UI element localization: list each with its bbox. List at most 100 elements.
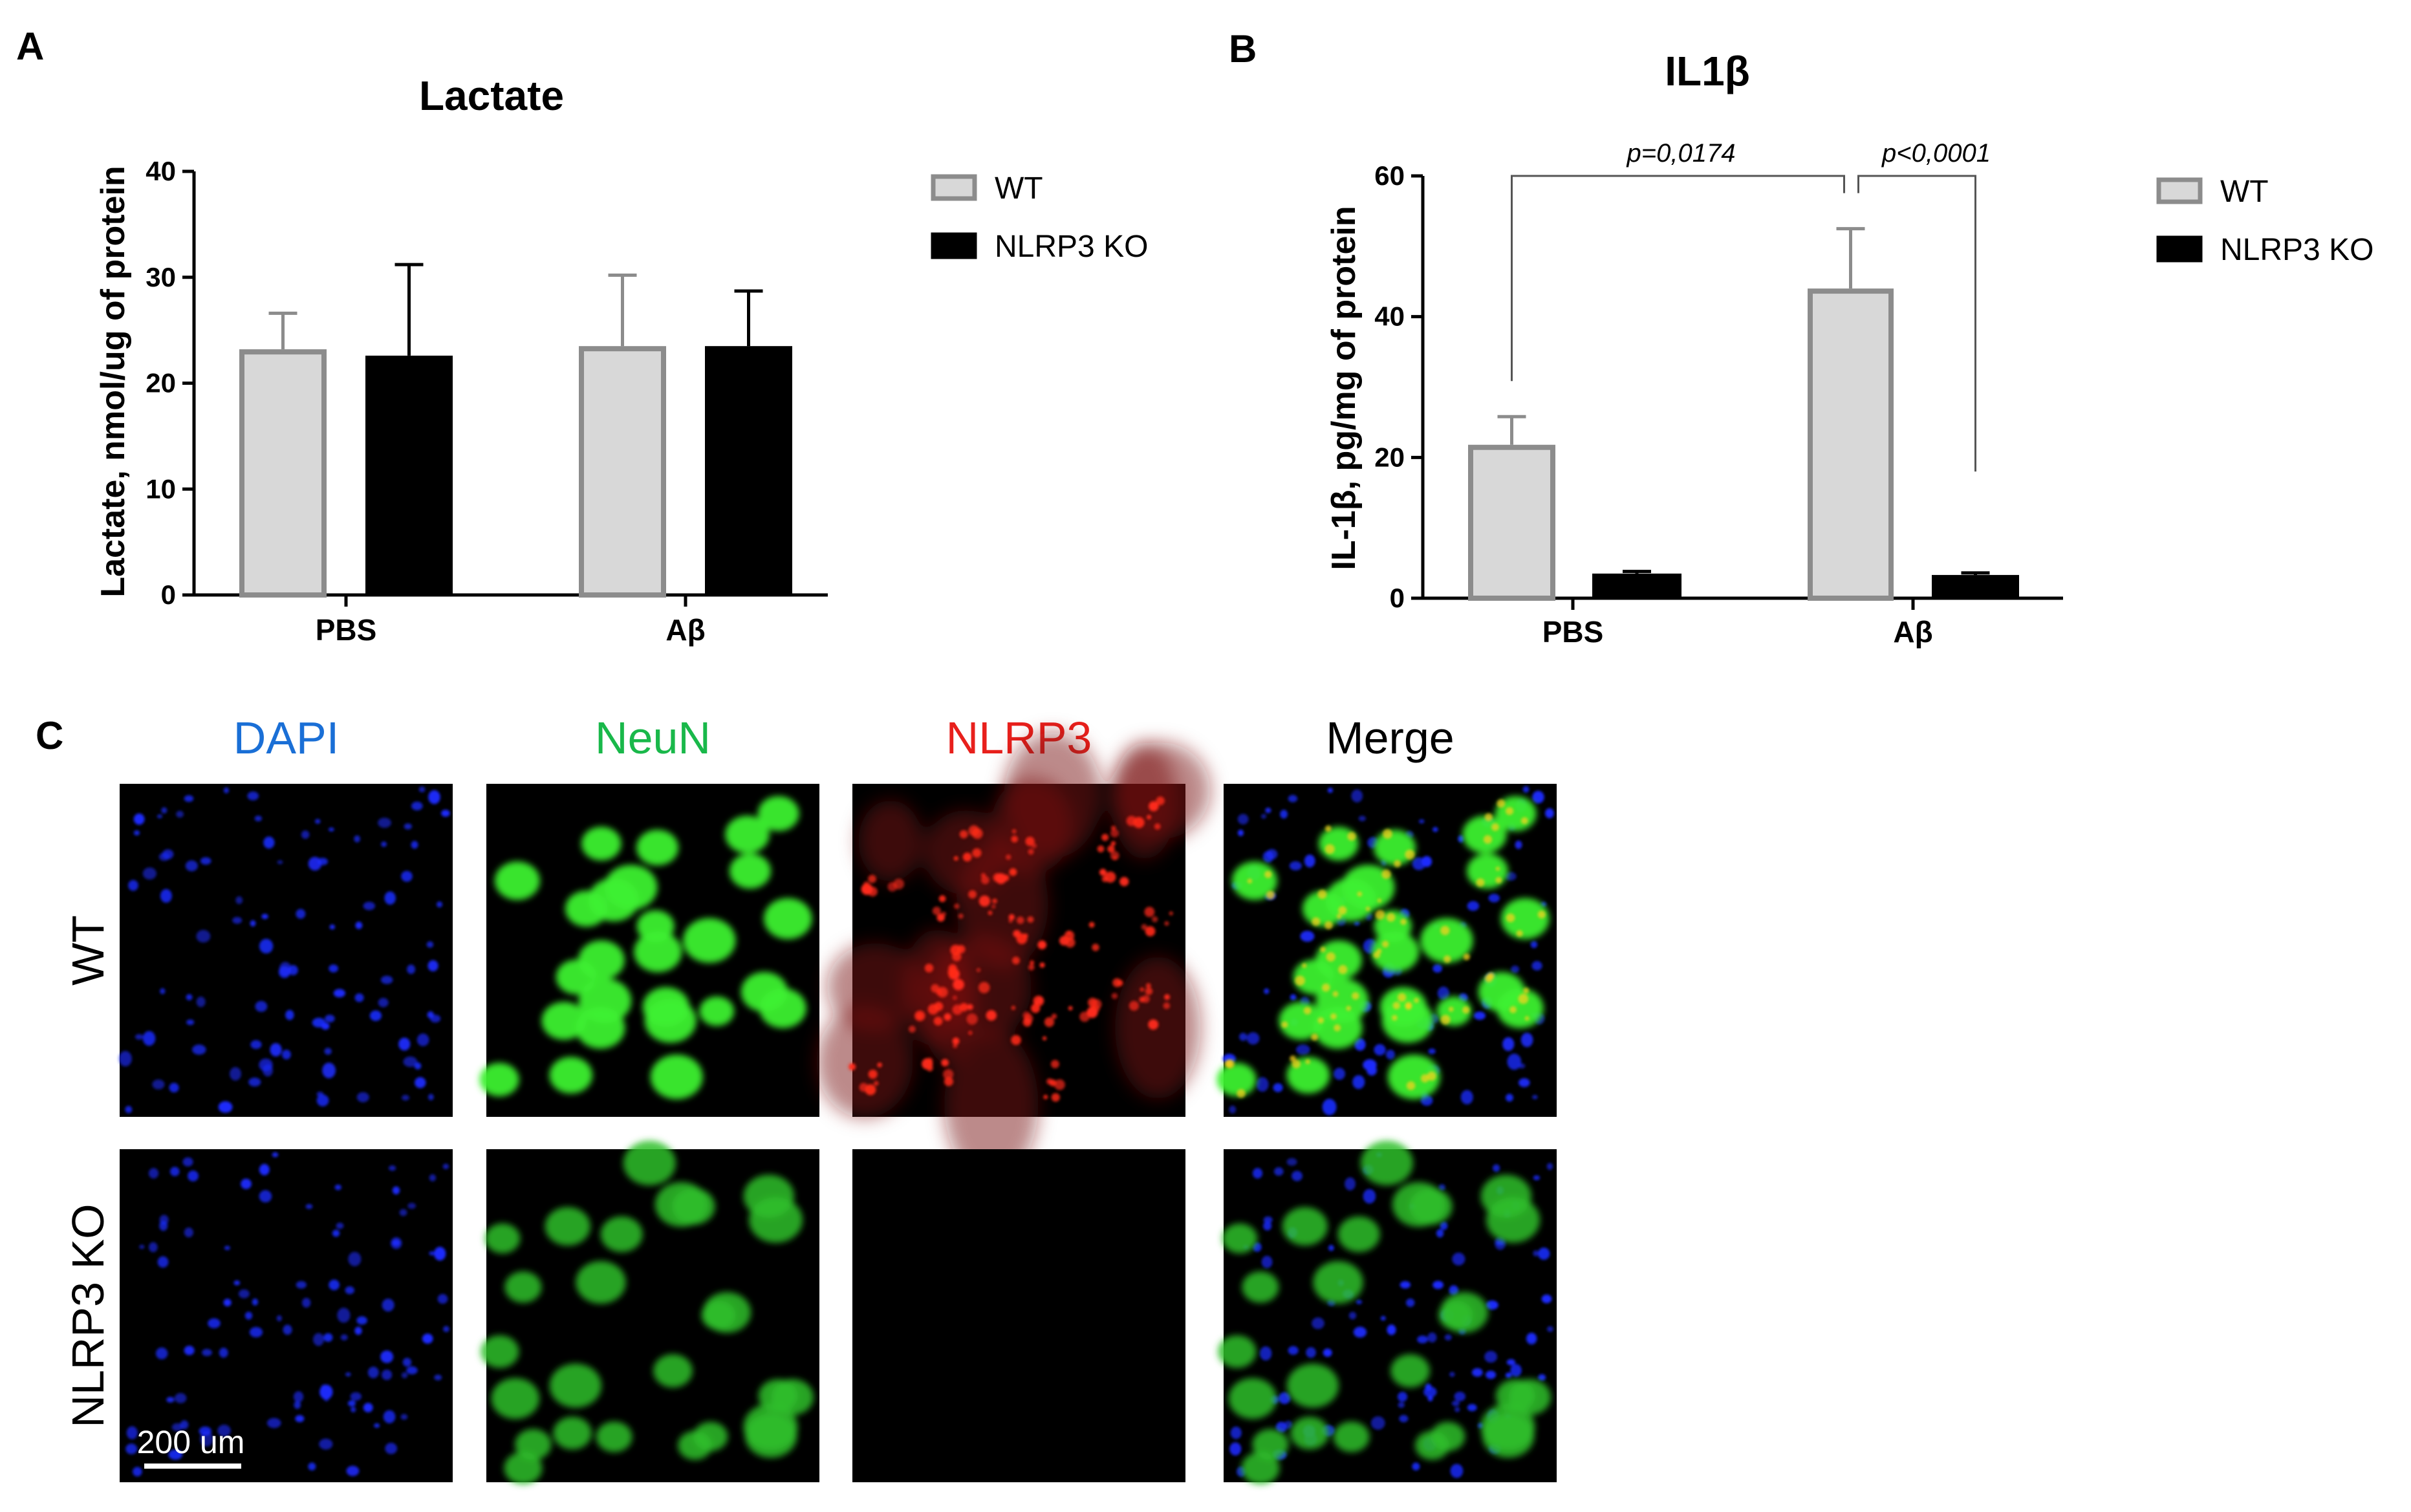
nucleus: [1262, 850, 1274, 863]
merge-yellow-punctum: [1495, 877, 1502, 884]
nucleus: [345, 1286, 355, 1295]
nucleus: [1412, 1462, 1420, 1471]
neuron: [1279, 1002, 1324, 1040]
nlrp3-punctum: [1037, 940, 1047, 949]
nucleus: [200, 857, 211, 865]
nucleus: [1334, 1068, 1345, 1080]
nucleus: [1537, 1247, 1550, 1260]
nucleus: [322, 1063, 336, 1079]
neuron-layer: [481, 1140, 814, 1485]
nucleus: [1374, 1044, 1386, 1056]
nucleus: [1436, 1229, 1444, 1238]
nucleus: [392, 1186, 400, 1194]
nucleus: [382, 1299, 395, 1312]
nucleus: [155, 1347, 168, 1359]
nucleus: [1427, 1332, 1437, 1343]
nlrp3-diffuse: [816, 1006, 913, 1118]
merge-yellow-punctum: [1237, 1088, 1246, 1098]
merge-yellow-punctum: [1497, 799, 1506, 808]
nucleus: [235, 896, 243, 905]
nlrp3-punctum: [1016, 916, 1024, 924]
nucleus: [168, 1449, 183, 1460]
nucleus: [1385, 1050, 1395, 1060]
neuron: [515, 1429, 552, 1460]
nucleus: [149, 1242, 158, 1253]
nucleus: [314, 819, 321, 824]
nlrp3-diffuse: [1111, 742, 1178, 859]
neuron: [771, 1379, 814, 1416]
nucleus: [169, 1083, 179, 1093]
nlrp3-punctum: [953, 978, 964, 991]
nucleus: [382, 1369, 393, 1380]
nlrp3-punctum: [1164, 921, 1169, 926]
nucleus: [126, 1426, 138, 1440]
significance-bracket: [1511, 175, 1845, 382]
neuron: [576, 1261, 626, 1304]
nlrp3-punctum: [1101, 876, 1108, 883]
nucleus: [1280, 810, 1288, 819]
merge-yellow-punctum: [1406, 1081, 1416, 1090]
merge-yellow-punctum: [1394, 859, 1401, 867]
nucleus: [1432, 826, 1438, 832]
merge-yellow-punctum: [1365, 906, 1370, 911]
nucleus: [321, 1384, 328, 1390]
nucleus: [312, 1017, 326, 1028]
nucleus: [1421, 856, 1433, 867]
nucleus: [1273, 1167, 1284, 1176]
merge-yellow-punctum: [1247, 878, 1253, 884]
nucleus: [118, 1051, 132, 1067]
nucleus: [277, 860, 283, 865]
nucleus: [252, 1298, 259, 1306]
nucleus: [380, 1350, 394, 1363]
nlrp3-punctum: [1110, 829, 1119, 837]
category-label: PBS: [316, 613, 377, 647]
nlrp3-punctum: [978, 895, 991, 907]
merge-yellow-punctum: [1463, 953, 1470, 960]
nlrp3-punctum: [1028, 964, 1035, 971]
nucleus: [148, 1168, 159, 1179]
nlrp3-punctum: [995, 873, 1007, 885]
merge-yellow-punctum: [1281, 1021, 1288, 1028]
merge-yellow-punctum: [1414, 997, 1419, 1003]
nlrp3-punctum: [958, 913, 964, 919]
merge-red-layer: [1224, 799, 1546, 1098]
nucleus: [380, 975, 393, 984]
nucleus: [1420, 1095, 1433, 1106]
nlrp3-punctum: [1051, 1093, 1060, 1102]
neuron: [1466, 853, 1508, 889]
nlrp3-punctum: [887, 881, 898, 892]
nucleus: [1437, 986, 1449, 1000]
nlrp3-diffuse: [1115, 956, 1201, 1099]
nucleus: [188, 1170, 199, 1182]
nucleus: [1506, 1094, 1513, 1102]
nucleus: [270, 1042, 282, 1057]
nucleus: [407, 1202, 416, 1209]
nucleus: [1265, 807, 1271, 814]
merge-yellow-punctum: [1537, 911, 1546, 919]
neuron: [1252, 1429, 1289, 1460]
nucleus: [441, 810, 450, 817]
nlrp3-punctum: [936, 913, 945, 922]
nucleus: [186, 994, 193, 1000]
nucleus: [345, 1372, 351, 1377]
nucleus: [1511, 966, 1520, 973]
nucleus: [1275, 1421, 1287, 1433]
nucleus: [1433, 964, 1442, 973]
nucleus: [139, 1244, 145, 1249]
nucleus: [426, 941, 434, 948]
legend-swatch: [2156, 177, 2203, 204]
nlrp3-punctum: [1027, 916, 1034, 923]
panel-letter-c: C: [36, 714, 63, 757]
nlrp3-punctum: [962, 852, 972, 862]
nucleus: [157, 814, 163, 819]
nucleus: [404, 823, 412, 830]
neuron: [479, 1063, 519, 1097]
neuron: [553, 1416, 592, 1450]
neuron: [581, 826, 622, 861]
nlrp3-punctum: [1107, 845, 1115, 853]
neuron: [504, 1271, 542, 1303]
merge-yellow-punctum: [1405, 1002, 1412, 1010]
nucleus: [1531, 961, 1542, 971]
merge-yellow-punctum: [1338, 965, 1348, 975]
nucleus: [355, 922, 363, 929]
